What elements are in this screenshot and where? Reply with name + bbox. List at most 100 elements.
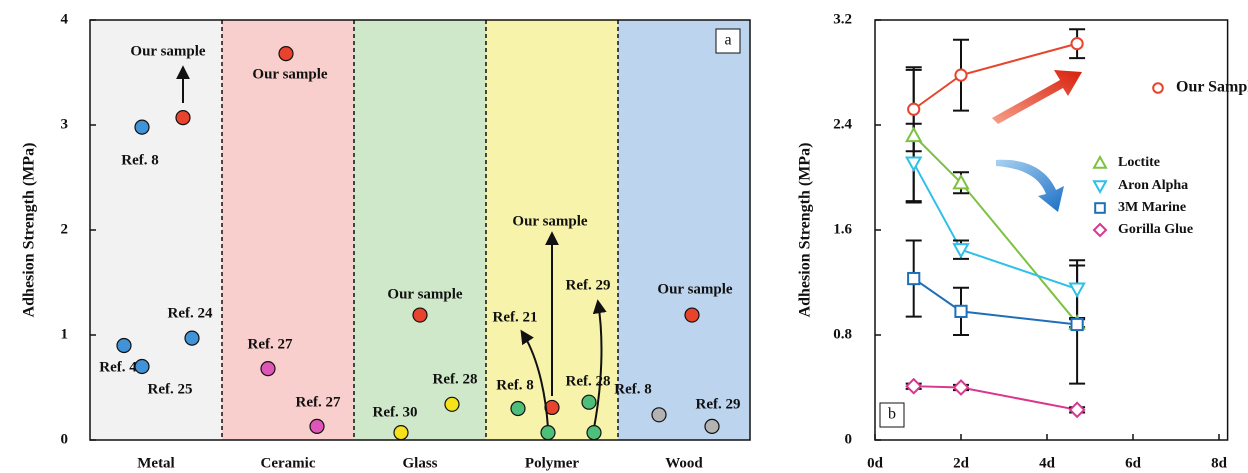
y-tick-label: 4 — [61, 11, 69, 27]
data-point — [651, 407, 667, 423]
point-label: Ref. 24 — [168, 305, 213, 321]
point-label: Ref. 30 — [373, 404, 418, 420]
category-band — [354, 20, 486, 440]
data-point — [412, 307, 428, 323]
category-band — [222, 20, 354, 440]
data-point — [586, 425, 602, 441]
data-point — [134, 119, 150, 135]
y-tick-label: 2.4 — [833, 116, 852, 132]
chart-body: 0 0.8 1.6 2.4 3.2 0d 2d 4d 6d 8d Adhesion Strength… — [797, 11, 1248, 471]
data-point — [260, 361, 276, 377]
data-marker — [1070, 317, 1084, 332]
data-marker — [954, 304, 968, 318]
point-label: Our sample — [512, 213, 587, 229]
annotation-arrow — [592, 299, 607, 429]
chart-body: Metal Ceramic Glass Polymer Wood Ref. 8 Our sa… — [21, 11, 751, 471]
y-tick-label: 0.8 — [833, 326, 852, 342]
legend-label: Gorilla Glue — [1118, 222, 1193, 237]
y-tick-label: 3.2 — [833, 11, 852, 27]
x-tick-label: 2d — [953, 455, 970, 471]
legend-label: Loctite — [1118, 155, 1160, 170]
point-label: Ref. 27 — [248, 336, 293, 352]
y-tick-label: 1 — [61, 326, 69, 342]
point-label: Ref. 25 — [148, 381, 193, 397]
x-tick-label: Ceramic — [261, 455, 316, 471]
x-tick-label: 4d — [1039, 455, 1056, 471]
data-point — [540, 425, 556, 441]
panel-b: 0 0.8 1.6 2.4 3.2 0d 2d 4d 6d 8d Adhesion Strength… — [797, 11, 1248, 471]
legend-label: Aron Alpha — [1118, 178, 1188, 193]
point-label: Ref. 4 — [99, 359, 137, 375]
x-tick-label: Metal — [137, 455, 174, 471]
y-tick-label: 2 — [61, 221, 69, 237]
annotation-arrow — [520, 329, 549, 429]
panel-label-box — [715, 28, 741, 54]
legend-marker — [1092, 222, 1108, 238]
decorative-arrow — [996, 159, 1064, 212]
point-label: Ref. 29 — [696, 396, 741, 412]
data-marker — [954, 68, 968, 82]
point-label: Ref. 8 — [614, 381, 652, 397]
data-point — [510, 400, 526, 417]
legend-marker — [1152, 82, 1164, 94]
series-line — [913, 42, 1078, 111]
decorative-arrow — [992, 70, 1082, 124]
series-line — [912, 162, 1078, 291]
point-label: Ref. 21 — [493, 309, 538, 325]
legend-marker — [1092, 180, 1108, 195]
x-tick-label: Wood — [665, 455, 703, 471]
legend-marker — [1094, 202, 1106, 214]
point-label: Our sample — [657, 281, 732, 297]
y-tick-label: 1.6 — [833, 221, 852, 237]
data-point — [309, 418, 325, 434]
y-tick-label: 3 — [61, 116, 69, 132]
category-band — [90, 20, 222, 440]
data-marker — [952, 173, 970, 190]
point-label: Our sample — [130, 43, 205, 59]
data-marker — [1068, 282, 1086, 299]
data-marker — [907, 271, 921, 286]
series-line — [913, 277, 1078, 326]
legend-label: Our Sample — [1176, 79, 1248, 96]
point-label: Ref. 8 — [121, 152, 159, 168]
data-marker — [905, 377, 923, 395]
legend-marker — [1092, 154, 1108, 169]
panel-label: b — [888, 406, 896, 423]
data-point — [444, 396, 460, 412]
series-line — [913, 385, 1078, 411]
y-tick-label: 0 — [61, 431, 69, 447]
legend-label: 3M Marine — [1118, 200, 1186, 215]
point-label: Ref. 27 — [296, 394, 341, 410]
data-point — [116, 337, 132, 354]
data-point — [134, 358, 150, 375]
point-label: Ref. 29 — [566, 277, 611, 293]
data-point — [184, 330, 200, 346]
x-tick-label: 8d — [1211, 455, 1228, 471]
panel-label: a — [724, 32, 731, 49]
data-point — [704, 418, 720, 434]
x-tick-label: 6d — [1125, 455, 1142, 471]
data-point — [175, 110, 191, 126]
panel-label-box — [879, 402, 905, 428]
data-marker — [907, 102, 921, 116]
point-label: Ref. 28 — [566, 373, 611, 389]
y-axis-label: Adhesion Strength (MPa) — [797, 143, 814, 318]
data-marker — [1070, 37, 1084, 51]
y-axis-label: Adhesion Strength (MPa) — [21, 143, 38, 318]
data-marker — [905, 126, 923, 143]
x-tick-label: Glass — [402, 455, 437, 471]
point-label: Our sample — [387, 286, 462, 302]
point-label: Ref. 28 — [433, 371, 478, 387]
panel-a: Metal Ceramic Glass Polymer Wood Ref. 8 Our sa… — [21, 11, 751, 471]
x-tick-label: 0d — [867, 455, 884, 471]
category-band — [618, 20, 750, 440]
data-marker — [952, 379, 970, 396]
data-marker — [905, 156, 923, 173]
data-point — [393, 425, 409, 441]
data-point — [278, 45, 294, 62]
x-tick-label: Polymer — [525, 455, 579, 471]
data-marker — [1068, 401, 1086, 419]
data-point — [684, 307, 700, 323]
point-label: Our sample — [252, 66, 327, 82]
